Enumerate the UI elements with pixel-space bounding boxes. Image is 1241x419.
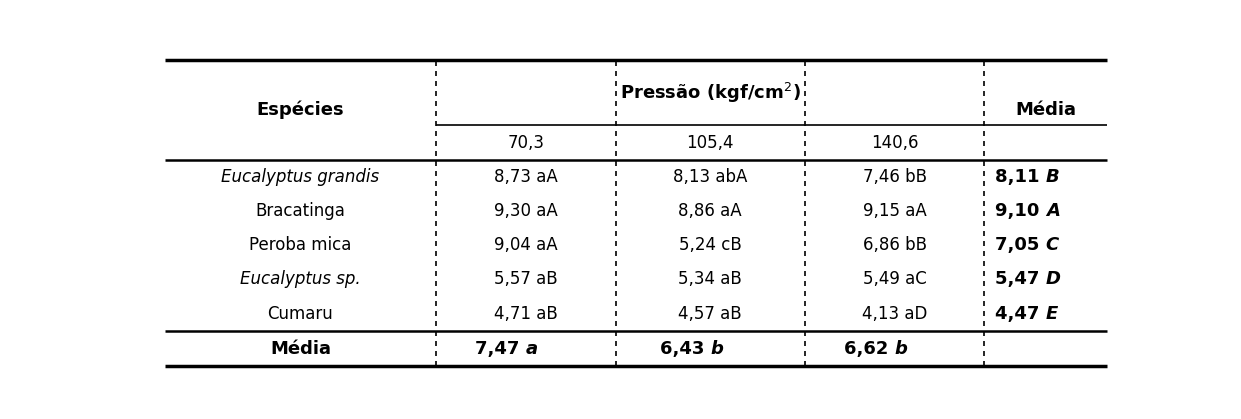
Text: 9,30 aA: 9,30 aA <box>494 202 557 220</box>
Text: 9,04 aA: 9,04 aA <box>494 236 557 254</box>
Text: 5,49 aC: 5,49 aC <box>862 271 927 289</box>
Text: C: C <box>1046 236 1059 254</box>
Text: Cumaru: Cumaru <box>268 305 334 323</box>
Text: 8,86 aA: 8,86 aA <box>679 202 742 220</box>
Text: Eucalyptus sp.: Eucalyptus sp. <box>241 271 361 289</box>
Text: a: a <box>526 339 539 357</box>
Text: 140,6: 140,6 <box>871 134 918 152</box>
Text: 4,13 aD: 4,13 aD <box>862 305 927 323</box>
Text: 9,10: 9,10 <box>995 202 1046 220</box>
Text: Bracatinga: Bracatinga <box>256 202 345 220</box>
Text: 7,47: 7,47 <box>475 339 526 357</box>
Text: 5,24 cB: 5,24 cB <box>679 236 742 254</box>
Text: 8,13 abA: 8,13 abA <box>673 168 747 186</box>
Text: 7,05: 7,05 <box>995 236 1046 254</box>
Text: 7,46 bB: 7,46 bB <box>862 168 927 186</box>
Text: Pressão (kgf/cm$^2$): Pressão (kgf/cm$^2$) <box>619 80 800 105</box>
Text: 6,86 bB: 6,86 bB <box>862 236 927 254</box>
Text: 5,57 aB: 5,57 aB <box>494 271 557 289</box>
Text: 8,11: 8,11 <box>995 168 1046 186</box>
Text: 9,15 aA: 9,15 aA <box>862 202 927 220</box>
Text: 5,34 aB: 5,34 aB <box>679 271 742 289</box>
Text: E: E <box>1046 305 1059 323</box>
Text: Média: Média <box>1015 101 1076 119</box>
Text: D: D <box>1046 271 1061 289</box>
Text: 4,71 aB: 4,71 aB <box>494 305 557 323</box>
Text: Eucalyptus grandis: Eucalyptus grandis <box>221 168 380 186</box>
Text: 8,73 aA: 8,73 aA <box>494 168 557 186</box>
Text: b: b <box>710 339 724 357</box>
Text: 105,4: 105,4 <box>686 134 733 152</box>
Text: A: A <box>1046 202 1060 220</box>
Text: b: b <box>895 339 907 357</box>
Text: B: B <box>1046 168 1060 186</box>
Text: 4,47: 4,47 <box>995 305 1046 323</box>
Text: Média: Média <box>271 339 331 357</box>
Text: 4,57 aB: 4,57 aB <box>679 305 742 323</box>
Text: 6,62: 6,62 <box>844 339 895 357</box>
Text: Espécies: Espécies <box>257 101 344 119</box>
Text: 6,43: 6,43 <box>660 339 710 357</box>
Text: 5,47: 5,47 <box>995 271 1046 289</box>
Text: Peroba mica: Peroba mica <box>249 236 351 254</box>
Text: 70,3: 70,3 <box>508 134 545 152</box>
